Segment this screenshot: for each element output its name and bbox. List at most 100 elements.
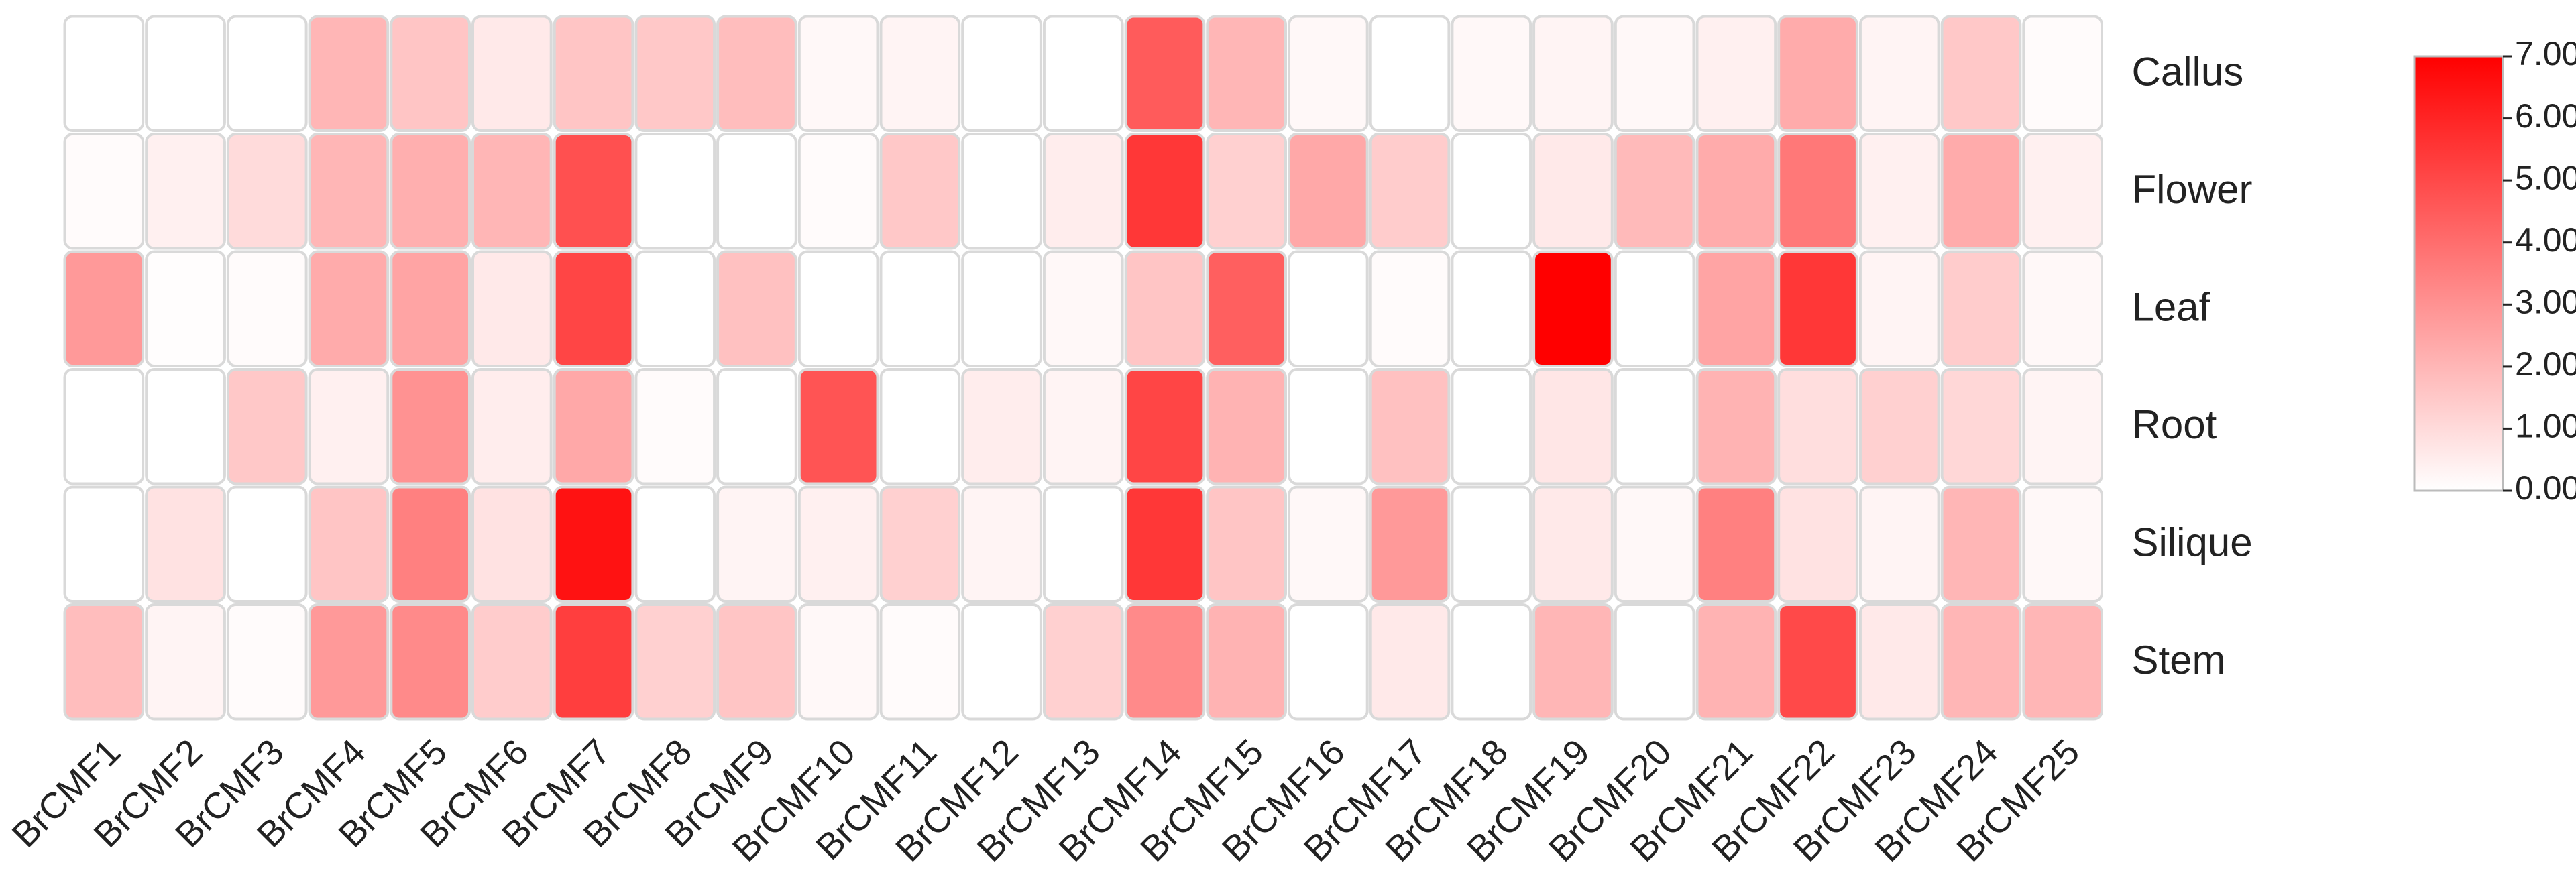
heatmap-cell-stem-brcmf13 — [1042, 603, 1124, 721]
heatmap-cell-callus-brcmf23 — [1858, 15, 1940, 132]
heatmap-cell-callus-brcmf13 — [1042, 15, 1124, 132]
heatmap-cell-root-brcmf5 — [390, 368, 471, 485]
heatmap-cell-silique-brcmf21 — [1695, 485, 1777, 603]
heatmap-cell-silique-brcmf1 — [63, 485, 145, 603]
heatmap-cell-root-brcmf17 — [1369, 368, 1451, 485]
row-label-leaf: Leaf — [2132, 285, 2210, 330]
heatmap-cell-callus-brcmf16 — [1288, 15, 1369, 132]
heatmap-cell-leaf-brcmf19 — [1532, 250, 1614, 367]
heatmap-cell-callus-brcmf1 — [63, 15, 145, 132]
color-scale-tick-label: 3.00 — [2515, 284, 2576, 321]
heatmap-cell-leaf-brcmf5 — [390, 250, 471, 367]
heatmap-cell-leaf-brcmf21 — [1695, 250, 1777, 367]
heatmap-cell-callus-brcmf4 — [308, 15, 390, 132]
heatmap-cell-flower-brcmf5 — [390, 133, 471, 250]
heatmap-cell-flower-brcmf13 — [1042, 133, 1124, 250]
heatmap-cell-root-brcmf12 — [961, 368, 1042, 485]
heatmap-cell-callus-brcmf24 — [1940, 15, 2022, 132]
heatmap-cell-callus-brcmf18 — [1451, 15, 1532, 132]
heatmap-cell-flower-brcmf16 — [1288, 133, 1369, 250]
heatmap-cell-root-brcmf7 — [553, 368, 634, 485]
row-label-root: Root — [2132, 402, 2217, 447]
heatmap-cell-stem-brcmf11 — [879, 603, 961, 721]
heatmap-cell-root-brcmf25 — [2022, 368, 2104, 485]
heatmap-cell-root-brcmf13 — [1042, 368, 1124, 485]
heatmap-cell-stem-brcmf7 — [553, 603, 634, 721]
heatmap-cell-root-brcmf19 — [1532, 368, 1614, 485]
heatmap-cell-leaf-brcmf18 — [1451, 250, 1532, 367]
heatmap-cell-leaf-brcmf25 — [2022, 250, 2104, 367]
heatmap-cell-flower-brcmf9 — [716, 133, 797, 250]
heatmap-cell-callus-brcmf25 — [2022, 15, 2104, 132]
heatmap-cell-root-brcmf3 — [226, 368, 308, 485]
heatmap-cell-silique-brcmf9 — [716, 485, 797, 603]
heatmap-cell-callus-brcmf21 — [1695, 15, 1777, 132]
heatmap-cell-silique-brcmf19 — [1532, 485, 1614, 603]
heatmap-cell-leaf-brcmf9 — [716, 250, 797, 367]
heatmap-cell-flower-brcmf21 — [1695, 133, 1777, 250]
heatmap-cell-stem-brcmf19 — [1532, 603, 1614, 721]
heatmap-cell-root-brcmf11 — [879, 368, 961, 485]
color-scale-bar — [2413, 55, 2504, 492]
heatmap-cell-root-brcmf2 — [145, 368, 226, 485]
color-scale-tick-label: 4.00 — [2515, 221, 2576, 259]
heatmap-cell-silique-brcmf5 — [390, 485, 471, 603]
color-scale-legend: 0.00 1.00 2.00 3.00 4.00 5.00 6.00 7.00 — [2413, 35, 2576, 507]
heatmap-cell-leaf-brcmf24 — [1940, 250, 2022, 367]
heatmap-cell-callus-brcmf20 — [1614, 15, 1695, 132]
heatmap-cell-silique-brcmf7 — [553, 485, 634, 603]
heatmap-cell-leaf-brcmf6 — [471, 250, 553, 367]
column-labels: BrCMF1BrCMF2BrCMF3BrCMF4BrCMF5BrCMF6BrCM… — [5, 731, 2087, 870]
heatmap-cell-stem-brcmf12 — [961, 603, 1042, 721]
heatmap-cell-root-brcmf8 — [634, 368, 716, 485]
heatmap-cell-root-brcmf1 — [63, 368, 145, 485]
heatmap-cell-leaf-brcmf22 — [1777, 250, 1858, 367]
heatmap-cell-leaf-brcmf16 — [1288, 250, 1369, 367]
heatmap-cell-callus-brcmf10 — [797, 15, 879, 132]
heatmap-cell-callus-brcmf5 — [390, 15, 471, 132]
color-scale-tick-label: 7.00 — [2515, 35, 2576, 72]
heatmap-cell-stem-brcmf21 — [1695, 603, 1777, 721]
heatmap-cell-silique-brcmf12 — [961, 485, 1042, 603]
heatmap-cell-flower-brcmf12 — [961, 133, 1042, 250]
heatmap-cell-silique-brcmf24 — [1940, 485, 2022, 603]
heatmap-cell-callus-brcmf6 — [471, 15, 553, 132]
heatmap-cell-silique-brcmf23 — [1858, 485, 1940, 603]
heatmap-cell-flower-brcmf4 — [308, 133, 390, 250]
heatmap-cell-stem-brcmf25 — [2022, 603, 2104, 721]
heatmap-cell-leaf-brcmf20 — [1614, 250, 1695, 367]
heatmap-cell-flower-brcmf8 — [634, 133, 716, 250]
heatmap-cell-root-brcmf15 — [1206, 368, 1288, 485]
color-scale-tick-label: 6.00 — [2515, 97, 2576, 135]
heatmap-cell-silique-brcmf20 — [1614, 485, 1695, 603]
heatmap-cell-root-brcmf20 — [1614, 368, 1695, 485]
heatmap-cell-stem-brcmf4 — [308, 603, 390, 721]
heatmap-cell-stem-brcmf5 — [390, 603, 471, 721]
heatmap-cell-callus-brcmf12 — [961, 15, 1042, 132]
heatmap-cell-callus-brcmf8 — [634, 15, 716, 132]
heatmap-cell-flower-brcmf20 — [1614, 133, 1695, 250]
heatmap-cell-silique-brcmf16 — [1288, 485, 1369, 603]
color-scale-ticks: 0.00 1.00 2.00 3.00 4.00 5.00 6.00 7.00 — [2503, 35, 2576, 507]
heatmap-cell-stem-brcmf23 — [1858, 603, 1940, 721]
heatmap-cell-silique-brcmf22 — [1777, 485, 1858, 603]
heatmap-cell-silique-brcmf11 — [879, 485, 961, 603]
heatmap-cell-stem-brcmf8 — [634, 603, 716, 721]
color-scale-tick-label: 1.00 — [2515, 408, 2576, 445]
heatmap-cell-stem-brcmf15 — [1206, 603, 1288, 721]
heatmap-cell-leaf-brcmf3 — [226, 250, 308, 367]
heatmap-cell-leaf-brcmf13 — [1042, 250, 1124, 367]
heatmap-cell-root-brcmf23 — [1858, 368, 1940, 485]
heatmap-cell-silique-brcmf15 — [1206, 485, 1288, 603]
heatmap-cell-callus-brcmf11 — [879, 15, 961, 132]
heatmap-cell-silique-brcmf13 — [1042, 485, 1124, 603]
heatmap-cell-leaf-brcmf2 — [145, 250, 226, 367]
heatmap-cell-flower-brcmf11 — [879, 133, 961, 250]
heatmap-cell-flower-brcmf19 — [1532, 133, 1614, 250]
heatmap-cell-stem-brcmf16 — [1288, 603, 1369, 721]
heatmap-cell-leaf-brcmf1 — [63, 250, 145, 367]
heatmap-cell-root-brcmf9 — [716, 368, 797, 485]
heatmap-cell-silique-brcmf8 — [634, 485, 716, 603]
row-label-silique: Silique — [2132, 520, 2253, 565]
